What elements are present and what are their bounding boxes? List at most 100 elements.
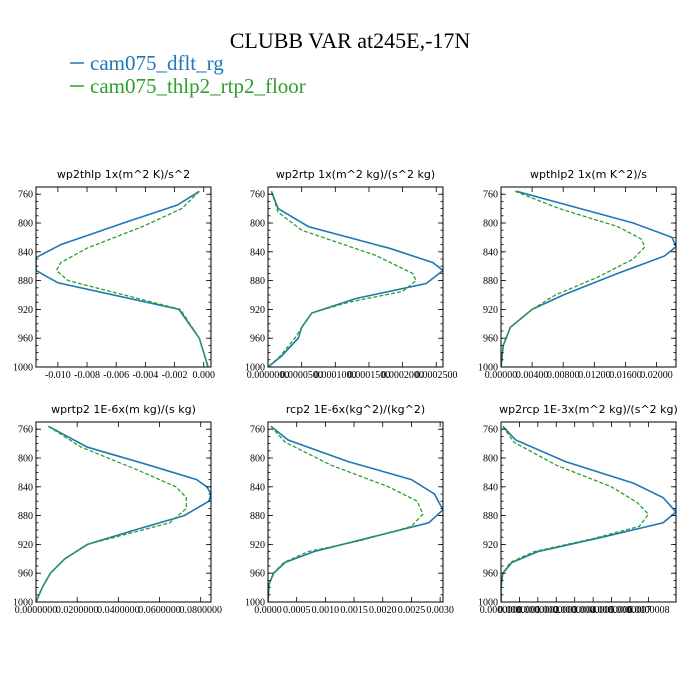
y-tick-label: 920 [483, 305, 498, 316]
y-tick-label: 880 [250, 276, 265, 287]
y-tick-label: 1000 [245, 598, 265, 609]
x-tick-label: 0.00800 [547, 370, 580, 381]
plot-frame [500, 421, 677, 603]
panel-2: wp2rtp 1x(m^2 kg)/(s^2 kg) 760 800 840 880 92… [245, 168, 458, 381]
y-tick-label: 1000 [13, 598, 33, 609]
y-tick-label: 840 [483, 247, 498, 258]
y-tick-label: 960 [483, 569, 498, 580]
series-line-thlp2-rtp2-floor [268, 191, 417, 367]
x-tick-label: -0.010 [45, 370, 71, 381]
y-tick-label: 760 [483, 425, 498, 436]
y-tick-label: 800 [18, 219, 33, 230]
legend-label-1: cam075_dflt_rg [90, 51, 224, 75]
y-tick-label: 760 [18, 425, 33, 436]
y-tick-label: 880 [18, 511, 33, 522]
y-tick-label: 840 [250, 247, 265, 258]
panel-5: rcp2 1E-6x(kg^2)/(kg^2) 760 800 840 880 920 96… [245, 403, 454, 616]
x-tick-label: 0.02000 [640, 370, 673, 381]
panel-1: wp2thlp 1x(m^2 K)/s^2 760 800 840 880 920 960 1… [13, 168, 215, 381]
series-line-thlp2-rtp2-floor [55, 190, 209, 367]
series-group [36, 190, 209, 367]
series-line-dflt-rg [268, 191, 443, 367]
y-tick-label: 880 [18, 276, 33, 287]
y-tick-label: 880 [483, 511, 498, 522]
x-tick-label: 0.0000005 [572, 605, 615, 616]
y-tick-label: 760 [250, 190, 265, 201]
x-tick-label: 0.0010 [312, 605, 340, 616]
y-tick-label: 840 [250, 482, 265, 493]
x-tick-label: 0.0001500 [348, 370, 391, 381]
y-tick-label: 1000 [478, 598, 498, 609]
y-tick-label: 960 [18, 569, 33, 580]
x-tick-label: 0.01200 [578, 370, 611, 381]
x-tick-label: 0.0200000 [56, 605, 99, 616]
x-tick-label: 0.0000 [254, 605, 282, 616]
x-tick-label: 0.0800000 [179, 605, 222, 616]
x-tick-label: 0.0000500 [280, 370, 323, 381]
y-tick-label: 1000 [478, 363, 498, 374]
x-tick-label: 0.00000 [485, 370, 518, 381]
x-tick-label: -0.004 [132, 370, 158, 381]
x-tick-label: 0.0005 [283, 605, 311, 616]
panel-6: wp2rcp 1E-3x(m^2 kg)/(s^2 kg)760 800 840 88… [478, 403, 678, 616]
panel-title: wprtp2 1E-6x(m kg)/(s kg) [51, 403, 196, 416]
panel-3: wpthlp2 1x(m K^2)/s 760 800 840 880 920 960 100… [478, 168, 677, 381]
legend: cam075_dflt_rg cam075_thlp2_rtp2_floor [70, 51, 306, 98]
figure-title: CLUBB VAR at245E,-17N [230, 28, 471, 53]
y-tick-label: 880 [483, 276, 498, 287]
y-tick-label: 760 [18, 190, 33, 201]
plot-frame [35, 186, 212, 368]
y-tick-label: 800 [483, 454, 498, 465]
x-tick-label: -0.006 [103, 370, 129, 381]
x-tick-label: 0.0000003 [535, 605, 578, 616]
x-tick-label: 0.0600000 [138, 605, 181, 616]
x-tick-label: 0.0000000 [480, 605, 523, 616]
x-tick-label: 0.0000000 [15, 605, 58, 616]
y-tick-label: 920 [483, 540, 498, 551]
y-tick-label: 880 [250, 511, 265, 522]
x-tick-label: 0.0400000 [97, 605, 140, 616]
x-tick-label: 0.0000004 [553, 605, 596, 616]
series-group [268, 425, 443, 602]
y-tick-label: 800 [18, 454, 33, 465]
x-tick-label: 0.0015 [340, 605, 368, 616]
x-tick-label: 0.0002500 [415, 370, 458, 381]
panels-grid: wp2thlp 1x(m^2 K)/s^2 760 800 840 880 920 960 1… [13, 168, 678, 616]
series-line-thlp2-rtp2-floor [36, 425, 187, 602]
series-line-thlp2-rtp2-floor [268, 425, 424, 602]
y-tick-label: 920 [250, 305, 265, 316]
y-tick-label: 840 [18, 247, 33, 258]
panel-title: rcp2 1E-6x(kg^2)/(kg^2) [286, 403, 425, 416]
x-tick-label: 0.0000000 [247, 370, 290, 381]
y-tick-label: 800 [250, 454, 265, 465]
y-tick-label: 760 [250, 425, 265, 436]
legend-label-2: cam075_thlp2_rtp2_floor [90, 74, 306, 98]
panel-title: wp2rcp 1E-3x(m^2 kg)/(s^2 kg) [499, 403, 678, 416]
series-group [36, 425, 211, 602]
x-tick-label: 0.0000007 [609, 605, 652, 616]
panel-4: wprtp2 1E-6x(m kg)/(s kg) 760 800 840 880 920… [13, 403, 222, 616]
x-tick-label: -0.002 [162, 370, 188, 381]
y-tick-label: 920 [250, 540, 265, 551]
y-tick-label: 1000 [13, 363, 33, 374]
y-tick-label: 960 [250, 334, 265, 345]
series-group [268, 191, 443, 367]
plot-frame [35, 421, 212, 603]
panel-title: wp2thlp 1x(m^2 K)/s^2 [57, 168, 190, 181]
y-tick-label: 1000 [245, 363, 265, 374]
y-tick-label: 800 [250, 219, 265, 230]
y-tick-label: 960 [18, 334, 33, 345]
panel-title: wpthlp2 1x(m K^2)/s [530, 168, 647, 181]
x-tick-label: 0.0000002 [517, 605, 560, 616]
series-line-thlp2-rtp2-floor [501, 425, 650, 602]
y-tick-label: 800 [483, 219, 498, 230]
series-line-dflt-rg [501, 190, 676, 367]
plot-frame [500, 186, 677, 368]
x-tick-label: -0.008 [74, 370, 100, 381]
series-group [501, 190, 676, 367]
y-tick-label: 840 [483, 482, 498, 493]
y-tick-label: 960 [250, 569, 265, 580]
x-tick-label: 0.000 [192, 370, 215, 381]
x-tick-label: 0.01600 [609, 370, 642, 381]
y-tick-label: 960 [483, 334, 498, 345]
